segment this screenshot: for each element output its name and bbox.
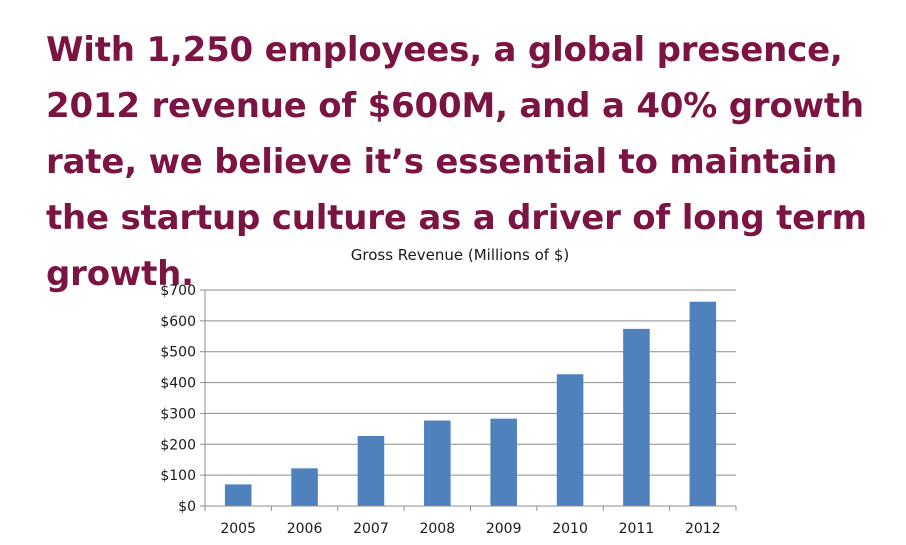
y-tick-label: $700 — [160, 283, 196, 299]
x-tick-label: 2011 — [619, 521, 655, 537]
x-tick-label: 2007 — [353, 521, 389, 537]
bar — [424, 420, 451, 506]
y-tick-label: $600 — [160, 314, 196, 330]
bar — [490, 418, 517, 506]
x-tick-label: 2006 — [287, 521, 323, 537]
y-tick-label: $500 — [160, 345, 196, 361]
y-tick-label: $300 — [160, 406, 196, 422]
x-tick-label: 2010 — [552, 521, 588, 537]
bar — [357, 435, 385, 506]
bar — [291, 468, 318, 506]
chart-axes — [200, 289, 737, 511]
x-tick-label: 2009 — [486, 521, 522, 537]
chart-gridlines — [205, 289, 736, 476]
x-tick-label: 2008 — [419, 521, 455, 537]
y-tick-label: $400 — [160, 376, 196, 392]
bar — [623, 328, 650, 506]
chart-tick-labels: $0 $100 $200 $300 $400 $500 $600 $700 2005 2006 20… — [160, 283, 720, 537]
y-tick-label: $200 — [160, 437, 196, 453]
y-tick-label: $0 — [178, 499, 196, 515]
x-tick-label: 2012 — [685, 521, 721, 537]
y-tick-label: $100 — [160, 468, 196, 484]
bar — [689, 301, 717, 506]
bar — [224, 484, 252, 506]
chart-title: Gross Revenue (Millions of $) — [350, 246, 570, 264]
bar — [556, 374, 584, 506]
x-tick-label: 2005 — [220, 521, 256, 537]
headline-text: With 1,250 employees, a global presence,… — [46, 30, 867, 294]
chart-bars — [224, 301, 717, 506]
